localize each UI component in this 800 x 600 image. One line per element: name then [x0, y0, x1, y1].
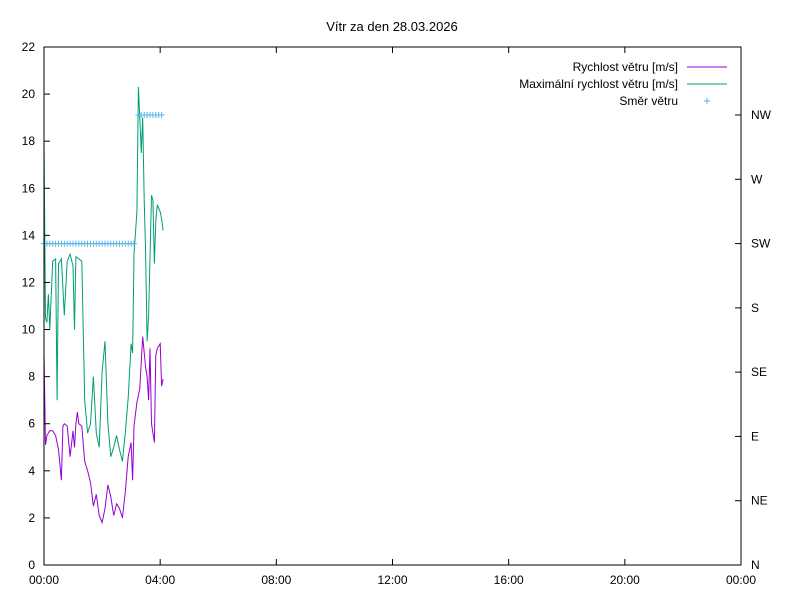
x-tick-label: 08:00	[261, 573, 291, 587]
axes: 0 2 4 6 8 10 12 14 16 18 20 22 N NE E SE S SW W NW 00:00 04:0…	[22, 40, 772, 587]
y-tick-label: 16	[22, 181, 36, 195]
legend-marker	[704, 98, 710, 104]
direction-point	[158, 112, 165, 118]
y2-tick-label: E	[751, 429, 759, 443]
y-tick-label: 18	[22, 134, 36, 148]
x-tick-label: 00:00	[726, 573, 756, 587]
series-line-0	[43, 336, 164, 525]
legend: Rychlost větru [m/s] Maximální rychlost v…	[519, 60, 727, 108]
chart-title: Vítr za den 28.03.2026	[326, 19, 458, 34]
y-tick-label: 6	[28, 417, 35, 431]
y2-tick-label: N	[751, 558, 760, 572]
legend-label: Směr větru	[619, 94, 678, 108]
x-tick-label: 20:00	[610, 573, 640, 587]
y-tick-label: 4	[28, 464, 35, 478]
series-line-1	[43, 86, 164, 462]
x-tick-label: 04:00	[145, 573, 175, 587]
y-tick-label: 0	[28, 558, 35, 572]
y2-tick-label: SE	[751, 365, 767, 379]
y2-tick-label: S	[751, 301, 759, 315]
y-tick-label: 20	[22, 87, 36, 101]
y-tick-label: 2	[28, 511, 35, 525]
direction-point	[131, 240, 138, 247]
plot-area	[41, 86, 165, 525]
y-tick-label: 8	[28, 370, 35, 384]
y-tick-label: 12	[22, 275, 36, 289]
y2-tick-label: SW	[751, 237, 771, 251]
y2-tick-label: NW	[751, 108, 772, 122]
x-tick-label: 16:00	[494, 573, 524, 587]
x-tick-label: 12:00	[377, 573, 407, 587]
y-tick-label: 22	[22, 40, 36, 54]
legend-label: Maximální rychlost větru [m/s]	[519, 77, 678, 91]
x-tick-label: 00:00	[29, 573, 59, 587]
y-tick-label: 10	[22, 323, 36, 337]
y-tick-label: 14	[22, 228, 36, 242]
y2-tick-label: NE	[751, 494, 768, 508]
y2-tick-label: W	[751, 172, 763, 186]
legend-label: Rychlost větru [m/s]	[573, 60, 678, 74]
